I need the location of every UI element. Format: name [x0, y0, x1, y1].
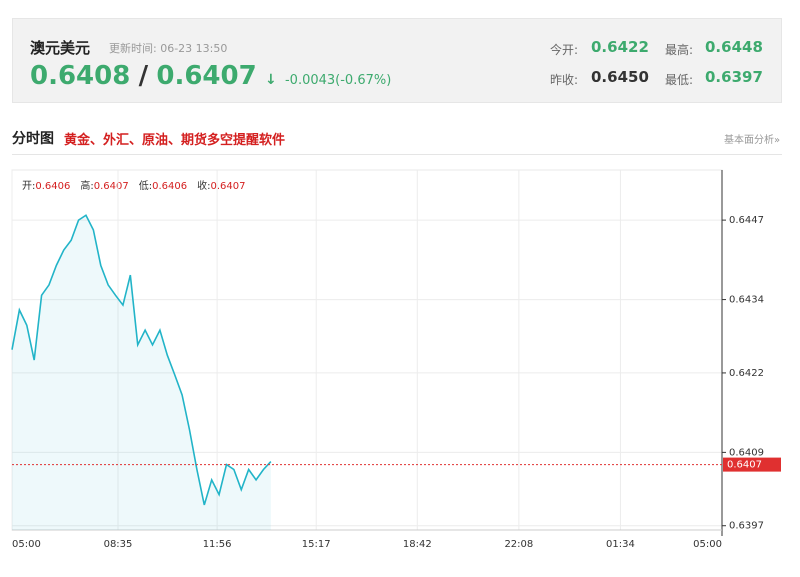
plot-frame: [11, 169, 723, 531]
low-label: 最低:: [665, 73, 694, 87]
ohlc-value: 0.6406: [35, 181, 71, 192]
x-tick-label: 08:35: [104, 539, 133, 550]
low: 0.6397: [705, 68, 763, 86]
area: [12, 215, 271, 531]
prev-close-label: 昨收:: [550, 73, 579, 87]
divider: [12, 154, 782, 155]
x-tick-label: 18:42: [403, 539, 432, 550]
y-tick-label: 0.6422: [729, 368, 764, 379]
promo-link[interactable]: 黄金、外汇、原油、期货多空提醒软件: [64, 133, 286, 148]
ohlc-value: 0.6407: [93, 181, 129, 192]
y-tick-label: 0.6397: [729, 521, 764, 532]
ohlc-label: 收:: [197, 181, 211, 192]
bid: 0.6408: [30, 61, 131, 91]
ohlc-label: 低:: [138, 181, 153, 192]
ohlc-label: 开:: [22, 181, 36, 192]
analysis-link[interactable]: 基本面分析»: [724, 135, 781, 146]
open: 0.6422: [591, 38, 649, 56]
high-label: 最高:: [665, 43, 694, 57]
y-tick-label: 0.6434: [729, 295, 764, 306]
price-line: [11, 214, 272, 506]
x-tick-label: 11:56: [203, 539, 232, 550]
section-title: 分时图: [12, 131, 54, 147]
x-tick-label: 22:08: [504, 539, 533, 550]
open-label: 今开:: [550, 43, 579, 57]
quote-header: 澳元美元 更新时间: 06-23 13:50 0.6408 / 0.6407 ↓…: [12, 18, 782, 103]
reference-label: 0.6407: [727, 460, 762, 471]
high: 0.6448: [705, 38, 763, 56]
reference-tag: [723, 457, 781, 472]
x-tick-label: 01:34: [606, 539, 635, 550]
prev-close: 0.6450: [591, 68, 649, 86]
arrow: ↓: [264, 72, 277, 88]
x-tick-label: 05:00: [693, 539, 722, 550]
separator: /: [138, 61, 149, 91]
update-time: 更新时间: 06-23 13:50: [109, 42, 228, 55]
ohlc-label: 高:: [80, 181, 94, 192]
title: 澳元美元: [30, 39, 91, 57]
ask: 0.6407: [156, 61, 257, 91]
y-tick-label: 0.6447: [729, 215, 764, 226]
ohlc-value: 0.6407: [210, 181, 246, 192]
ohlc-bar: 开:0.6406 高:0.6407 低:0.6406 收:0.6407: [22, 177, 256, 192]
x-tick-label: 05:00: [12, 539, 41, 550]
y-tick-label: 0.6409: [729, 447, 764, 458]
ohlc-value: 0.6406: [152, 181, 188, 192]
change: -0.0043(-0.67%): [284, 73, 392, 88]
x-tick-label: 15:17: [302, 539, 331, 550]
